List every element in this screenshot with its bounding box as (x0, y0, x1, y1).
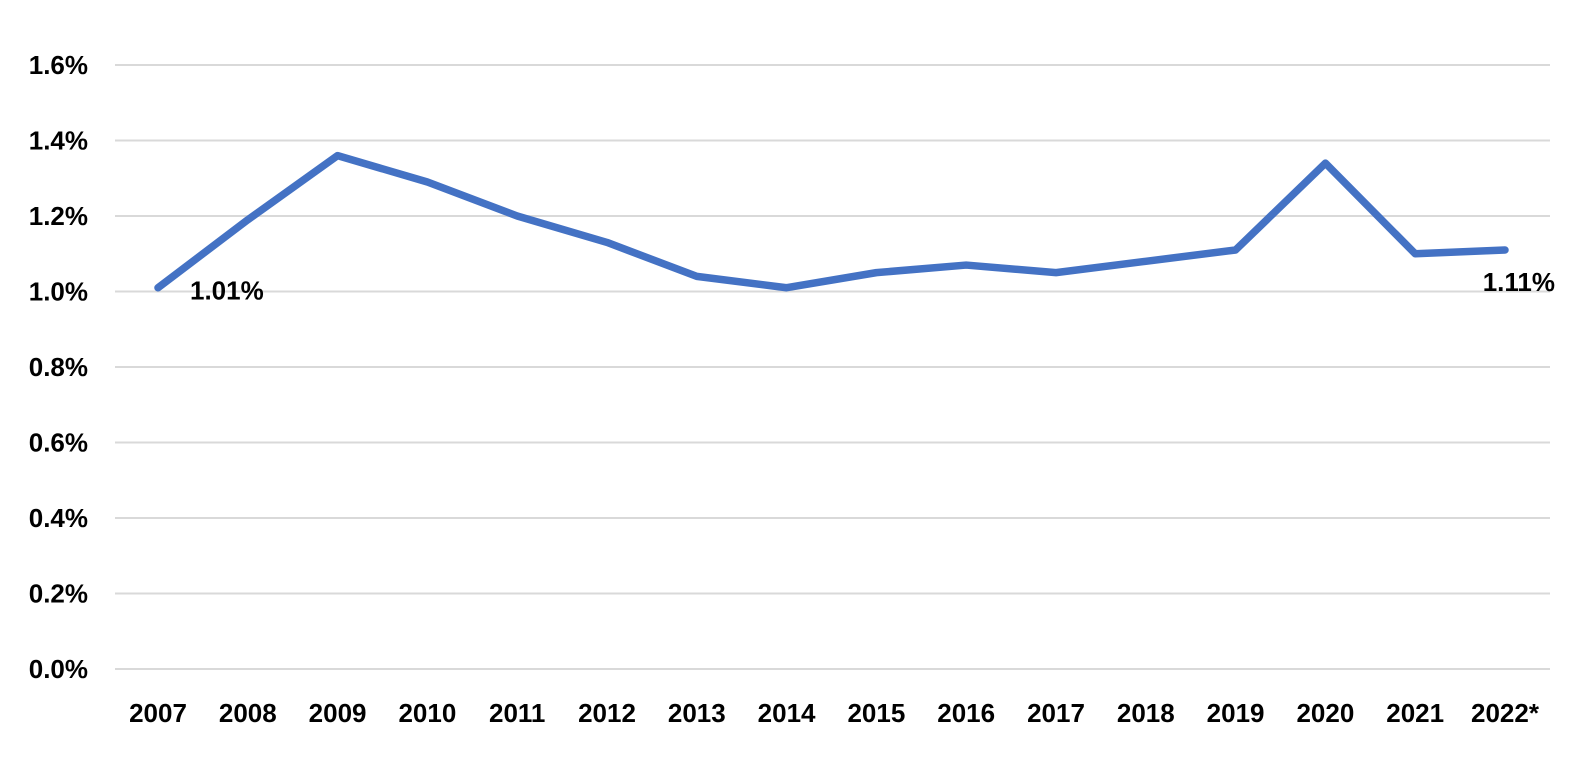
y-axis-tick-label: 1.2% (29, 201, 88, 231)
y-axis-tick-label: 1.6% (29, 50, 88, 80)
last-point-data-label: 1.11% (1483, 267, 1555, 297)
x-axis-tick-label: 2008 (219, 698, 277, 728)
x-axis-tick-label: 2019 (1207, 698, 1265, 728)
x-axis-tick-label: 2018 (1117, 698, 1175, 728)
first-point-data-label: 1.01% (190, 276, 264, 306)
y-axis-tick-label: 1.4% (29, 126, 88, 156)
x-axis-tick-label: 2010 (398, 698, 456, 728)
y-axis-tick-label: 1.0% (29, 277, 88, 307)
x-axis-tick-label: 2009 (309, 698, 367, 728)
x-axis-tick-label: 2011 (489, 698, 545, 728)
x-axis-tick-label: 2021 (1386, 698, 1444, 728)
x-axis-tick-label: 2012 (578, 698, 636, 728)
x-axis-tick-label: 2016 (937, 698, 995, 728)
x-axis-tick-label: 2007 (129, 698, 187, 728)
x-axis-tick-label: 2020 (1296, 698, 1354, 728)
y-axis-tick-label: 0.8% (29, 352, 88, 382)
y-axis-tick-label: 0.6% (29, 428, 88, 458)
y-axis-tick-label: 0.0% (29, 654, 88, 684)
series-line (154, 151, 1509, 292)
x-axis-tick-label: 2013 (668, 698, 726, 728)
x-axis-tick-label: 2022* (1471, 698, 1540, 728)
x-axis-tick-label: 2015 (847, 698, 905, 728)
y-axis-tick-label: 0.2% (29, 579, 88, 609)
x-axis-tick-label: 2014 (758, 698, 816, 728)
y-axis-tick-label: 0.4% (29, 503, 88, 533)
x-axis-tick-label: 2017 (1027, 698, 1085, 728)
